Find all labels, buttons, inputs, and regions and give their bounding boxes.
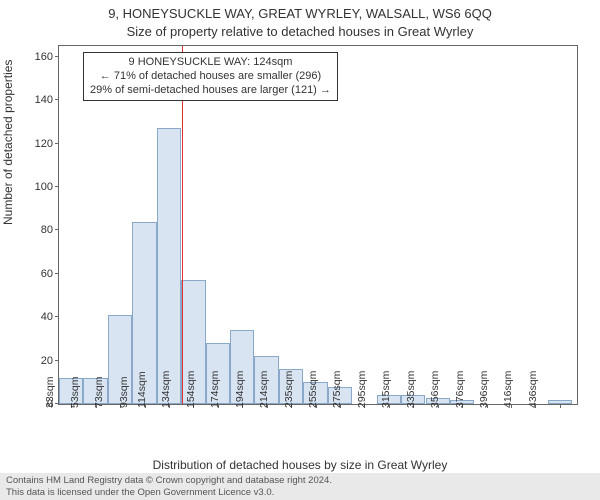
x-tick-label: 315sqm (380, 372, 392, 408)
histogram-bar (157, 128, 181, 404)
y-tick-label: 20 (41, 355, 59, 367)
x-tick-label: 235sqm (283, 372, 295, 408)
x-tick-label: 376sqm (454, 372, 466, 408)
y-tick-label: 120 (35, 138, 59, 150)
x-axis-label: Distribution of detached houses by size … (0, 458, 600, 472)
y-tick-mark (55, 316, 59, 317)
annotation-line3: 29% of semi-detached houses are larger (… (90, 84, 331, 98)
footer-line2: This data is licensed under the Open Gov… (6, 487, 594, 498)
chart-title-line1: 9, HONEYSUCKLE WAY, GREAT WYRLEY, WALSAL… (0, 6, 600, 21)
x-tick-label: 194sqm (234, 372, 246, 408)
chart-title-line2: Size of property relative to detached ho… (0, 24, 600, 39)
y-tick-label: 60 (41, 268, 59, 280)
x-tick-label: 275sqm (331, 372, 343, 408)
x-tick-label: 174sqm (209, 372, 221, 408)
x-tick-label: 295sqm (356, 372, 368, 408)
y-tick-mark (55, 143, 59, 144)
y-tick-mark (55, 360, 59, 361)
x-tick-label: 33sqm (44, 378, 56, 408)
y-tick-label: 140 (35, 94, 59, 106)
chart-container: 9, HONEYSUCKLE WAY, GREAT WYRLEY, WALSAL… (0, 0, 600, 500)
x-tick-label: 114sqm (136, 372, 148, 408)
x-tick-label: 416sqm (502, 372, 514, 408)
y-tick-label: 80 (41, 224, 59, 236)
x-tick-label: 134sqm (160, 372, 172, 408)
plot-area: 9 HONEYSUCKLE WAY: 124sqm ← 71% of detac… (58, 45, 578, 405)
y-axis-label: Number of detached properties (1, 60, 15, 225)
x-tick-label: 93sqm (118, 378, 130, 408)
y-tick-mark (55, 186, 59, 187)
y-tick-mark (55, 273, 59, 274)
x-tick-label: 73sqm (93, 378, 105, 408)
annotation-line2: ← 71% of detached houses are smaller (29… (90, 70, 331, 84)
x-tick-label: 436sqm (527, 372, 539, 408)
y-tick-mark (55, 56, 59, 57)
x-tick-label: 214sqm (258, 372, 270, 408)
x-tick-label: 154sqm (185, 372, 197, 408)
x-tick-label: 53sqm (69, 378, 81, 408)
footer: Contains HM Land Registry data © Crown c… (0, 473, 600, 500)
y-tick-mark (55, 229, 59, 230)
annotation-box: 9 HONEYSUCKLE WAY: 124sqm ← 71% of detac… (83, 52, 338, 101)
x-tick-label: 396sqm (478, 372, 490, 408)
y-tick-label: 100 (35, 181, 59, 193)
x-tick-label: 356sqm (429, 372, 441, 408)
footer-line1: Contains HM Land Registry data © Crown c… (6, 475, 594, 486)
x-tick-label: 255sqm (307, 372, 319, 408)
x-tick-label: 335sqm (405, 372, 417, 408)
y-tick-label: 160 (35, 51, 59, 63)
x-tick-mark (560, 404, 561, 408)
y-tick-mark (55, 99, 59, 100)
annotation-line1: 9 HONEYSUCKLE WAY: 124sqm (90, 56, 331, 70)
y-tick-label: 40 (41, 311, 59, 323)
